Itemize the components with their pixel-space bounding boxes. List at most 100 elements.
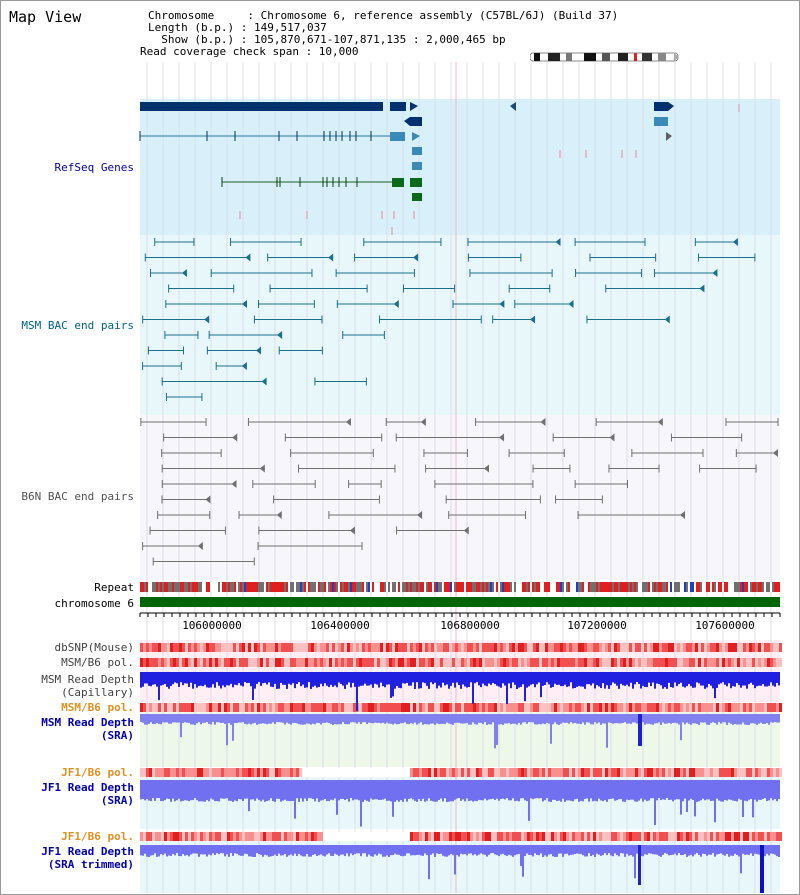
jf1-sra-depth-bar: [618, 780, 620, 800]
jf1-trim-depth-bar: [368, 845, 370, 855]
jf1-trim-pol-cell: [737, 832, 740, 841]
jf1-pol-cell: [245, 768, 248, 777]
msm-pol-cell: [503, 658, 506, 667]
dbsnp-cell: [491, 643, 494, 652]
jf1-sra-depth-bar: [512, 780, 514, 799]
msm-sra-depth-bar: [296, 714, 298, 724]
jf1-pol-cell: [242, 768, 245, 777]
jf1-pol-cell: [326, 768, 329, 777]
msm-bac-pair-end: [261, 377, 267, 386]
jf1-trim-depth-bar: [274, 845, 276, 855]
jf1-sra-depth-bar: [376, 780, 378, 800]
msm-sra-depth-bar: [734, 714, 736, 725]
msm-sra-pol-cell: [458, 703, 461, 712]
jf1-pol-cell: [251, 768, 254, 777]
jf1-trim-depth-bar: [178, 845, 180, 856]
jf1-trim-depth-bar: [408, 845, 410, 854]
msm-depth-capillary-label[interactable]: MSM Read Depth (Capillary): [41, 673, 134, 699]
jf1-trim-depth-bar: [528, 845, 530, 855]
jf1-sra-depth-bar: [652, 780, 654, 799]
jf1-pol-cell: [761, 768, 764, 777]
jf1-depth-trimmed-label[interactable]: JF1 Read Depth (SRA trimmed): [41, 845, 134, 871]
dbsnp-cell: [272, 643, 275, 652]
jf1-trim-pol-cell: [494, 832, 497, 841]
msm-b6-pol-sra-label[interactable]: MSM/B6 pol.: [61, 701, 134, 714]
repeat-segment: [508, 582, 510, 592]
msm-pol-cell: [518, 658, 521, 667]
dbsnp-cell: [671, 643, 674, 652]
repeat-segment: [264, 582, 266, 592]
repeat-segment: [380, 582, 382, 592]
jf1-trim-pol-cell: [458, 832, 461, 841]
repeat-segment: [188, 582, 190, 592]
dbsnp-cell: [299, 643, 302, 652]
repeat-segment: [258, 582, 260, 592]
repeat-segment: [608, 582, 610, 592]
dbsnp-cell: [596, 643, 599, 652]
msm-sra-depth-bar: [668, 714, 670, 723]
jf1-trim-pol-cell: [497, 832, 500, 841]
dbsnp-cell: [377, 643, 380, 652]
repeat-segment: [180, 582, 182, 592]
msm-cap-depth-bar: [276, 672, 278, 689]
jf1-pol-cell: [140, 768, 143, 777]
dbsnp-cell: [653, 643, 656, 652]
msm-cap-depth-bar: [292, 672, 294, 684]
repeat-segment: [638, 582, 640, 592]
jf1-pol-cell: [563, 768, 566, 777]
msm-pol-cell: [275, 658, 278, 667]
msm-sra-depth-bar: [544, 714, 546, 725]
jf1-trim-depth-bar: [644, 845, 646, 855]
msm-cap-depth-bar: [624, 672, 626, 686]
jf1-pol-cell: [293, 768, 296, 777]
chromosome-ideogram[interactable]: [530, 52, 680, 62]
msm-pol-cell: [344, 658, 347, 667]
dbsnp-cell: [218, 643, 221, 652]
b6n-bac-label[interactable]: B6N BAC end pairs: [21, 490, 134, 503]
msm-sra-depth-bar: [460, 714, 462, 724]
jf1-trim-depth-bar: [508, 845, 510, 855]
msm-cap-depth-bar: [278, 672, 280, 689]
msm-sra-depth-bar: [220, 714, 222, 724]
jf1-depth-sra-label[interactable]: JF1 Read Depth (SRA): [41, 781, 134, 807]
dbsnp-label[interactable]: dbSNP(Mouse): [54, 641, 134, 654]
jf1-b6-pol-trim-label[interactable]: JF1/B6 pol.: [61, 830, 134, 843]
dbsnp-cell: [479, 643, 482, 652]
jf1-trim-depth-bar: [164, 845, 166, 854]
jf1-sra-depth-bar: [772, 780, 774, 801]
jf1-trim-pol-cell: [521, 832, 524, 841]
repeat-segment: [352, 582, 354, 592]
jf1-sra-depth-bar: [672, 780, 674, 802]
msm-bac-label[interactable]: MSM BAC end pairs: [21, 319, 134, 332]
msm-sra-pol-cell: [773, 703, 776, 712]
jf1-pol-cell: [677, 768, 680, 777]
msm-cap-depth-bar: [510, 672, 512, 689]
jf1-trim-depth-bar: [598, 845, 600, 855]
msm-cap-depth-bar: [244, 672, 246, 683]
msm-sra-depth-bar: [728, 714, 730, 723]
msm-cap-depth-bar: [538, 672, 540, 683]
jf1-pol-cell: [680, 768, 683, 777]
msm-depth-sra-label[interactable]: MSM Read Depth (SRA): [41, 716, 134, 742]
msm-cap-depth-bar: [248, 672, 250, 683]
jf1-b6-pol-label[interactable]: JF1/B6 pol.: [61, 766, 134, 779]
dbsnp-cell: [257, 643, 260, 652]
jf1-trim-pol-cell: [548, 832, 551, 841]
msm-sra-pol-cell: [710, 703, 713, 712]
jf1-trim-pol-cell: [776, 832, 779, 841]
msm-cap-depth-bar: [224, 672, 226, 688]
dbsnp-cell: [497, 643, 500, 652]
msm-sra-pol-cell: [311, 703, 314, 712]
refseq-genes-label[interactable]: RefSeq Genes: [54, 161, 134, 174]
msm-sra-pol-cell: [491, 703, 494, 712]
msm-pol-cell: [260, 658, 263, 667]
dbsnp-cell: [278, 643, 281, 652]
jf1-sra-depth-bar: [270, 780, 272, 799]
jf1-pol-cell: [776, 768, 779, 777]
dbsnp-cell: [251, 643, 254, 652]
msm-b6-pol-label[interactable]: MSM/B6 pol.: [61, 656, 134, 669]
dbsnp-cell: [692, 643, 695, 652]
repeat-segment: [534, 582, 536, 592]
jf1-trim-pol-cell: [530, 832, 533, 841]
